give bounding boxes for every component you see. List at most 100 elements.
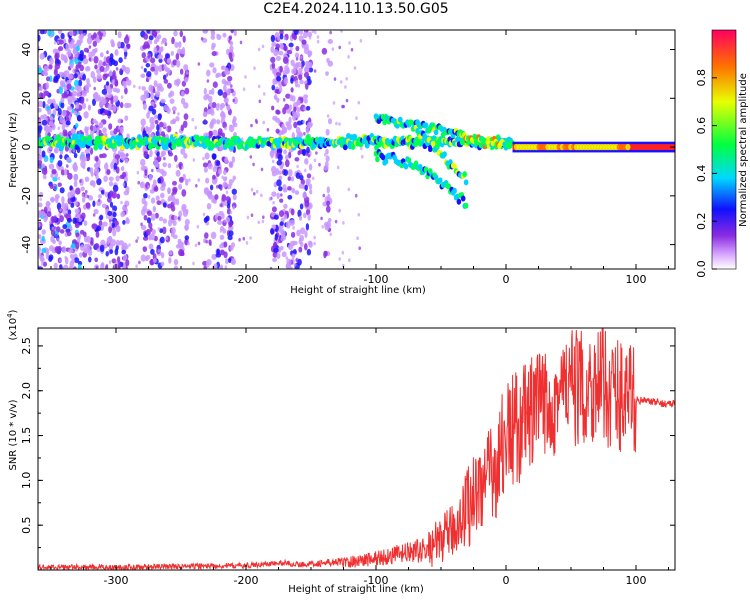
noise-blob: [345, 77, 349, 81]
noise-blob: [278, 210, 285, 217]
noise-blob: [211, 102, 217, 109]
noise-blob: [66, 90, 70, 95]
noise-blob: [216, 119, 221, 125]
noise-blob: [80, 97, 85, 105]
branch-blob: [463, 179, 469, 186]
noise-blob: [293, 30, 299, 35]
noise-blob: [45, 216, 49, 221]
noise-blob: [276, 71, 282, 77]
noise-blob: [293, 106, 297, 112]
noise-blob: [298, 67, 303, 73]
branch-blob: [452, 163, 457, 170]
noise-blob: [93, 32, 97, 39]
noise-blob: [157, 53, 163, 60]
noise-blob: [220, 113, 226, 120]
noise-blob: [279, 33, 284, 40]
noise-blob: [299, 79, 304, 85]
noise-blob: [175, 169, 181, 177]
noise-blob: [166, 82, 172, 89]
noise-blob: [95, 127, 98, 132]
noise-blob: [82, 73, 87, 81]
noise-blob: [207, 109, 211, 113]
noise-blob: [302, 31, 308, 39]
noise-blob: [196, 225, 200, 229]
noise-blob: [53, 262, 58, 269]
noise-blob: [308, 183, 313, 191]
noise-blob: [216, 184, 219, 189]
noise-blob: [43, 212, 47, 217]
noise-blob: [47, 30, 52, 37]
noise-blob: [71, 90, 78, 97]
noise-blob: [92, 92, 98, 99]
noise-blob: [151, 168, 154, 173]
noise-blob: [115, 67, 119, 71]
noise-blob: [115, 175, 120, 182]
noise-blob: [95, 173, 99, 180]
noise-blob: [93, 208, 99, 215]
noise-blob: [119, 174, 125, 180]
noise-blob: [229, 40, 233, 44]
x-tick-label: -300: [104, 574, 129, 587]
noise-blob: [165, 236, 169, 240]
noise-blob: [67, 156, 72, 163]
noise-blob: [116, 193, 121, 200]
plot-background: [38, 328, 675, 570]
noise-blob: [67, 96, 73, 103]
noise-blob: [168, 250, 173, 256]
noise-blob: [68, 41, 75, 49]
noise-blob: [316, 35, 320, 39]
noise-blob: [271, 191, 277, 197]
noise-blob: [41, 229, 46, 235]
noise-blob: [287, 176, 292, 182]
noise-blob: [79, 252, 83, 258]
noise-blob: [299, 203, 304, 210]
noise-blob: [185, 208, 189, 215]
noise-blob: [94, 243, 100, 249]
line-blob: [229, 144, 234, 151]
noise-blob: [225, 48, 230, 56]
noise-blob: [61, 202, 66, 209]
noise-blob: [72, 148, 76, 153]
noise-blob: [359, 39, 363, 43]
noise-blob: [48, 254, 54, 261]
noise-blob: [212, 166, 217, 172]
noise-blob: [279, 65, 283, 73]
noise-blob: [112, 184, 119, 193]
noise-blob: [159, 236, 165, 244]
noise-blob: [39, 197, 42, 201]
noise-blob: [123, 82, 127, 89]
y-tick-label: 40: [20, 43, 33, 57]
noise-blob: [147, 210, 152, 217]
noise-blob: [218, 146, 224, 152]
noise-blob: [133, 84, 136, 89]
noise-blob: [295, 57, 299, 61]
noise-blob: [41, 247, 47, 253]
noise-blob: [209, 62, 215, 68]
noise-blob: [108, 181, 114, 187]
noise-blob: [170, 50, 174, 56]
noise-blob: [60, 101, 65, 109]
noise-blob: [295, 45, 300, 52]
branch-blob: [406, 157, 412, 164]
noise-blob: [255, 189, 259, 194]
x-tick-label: 0: [503, 273, 510, 286]
noise-blob: [288, 42, 294, 48]
noise-blob: [111, 221, 115, 229]
noise-blob: [92, 76, 97, 83]
noise-blob: [283, 169, 289, 176]
colorbar: [711, 29, 737, 270]
noise-blob: [181, 80, 187, 87]
noise-blob: [76, 114, 82, 122]
noise-blob: [166, 125, 172, 133]
noise-blob: [38, 67, 43, 74]
noise-blob: [49, 245, 54, 252]
branch-blob: [418, 164, 423, 170]
noise-blob: [140, 224, 147, 230]
noise-blob: [303, 46, 310, 55]
x-axis-label: Height of straight line (km): [290, 285, 426, 296]
noise-blob: [47, 98, 53, 105]
noise-blob: [167, 187, 171, 194]
branch-blob: [438, 177, 443, 184]
noise-blob: [228, 198, 232, 202]
